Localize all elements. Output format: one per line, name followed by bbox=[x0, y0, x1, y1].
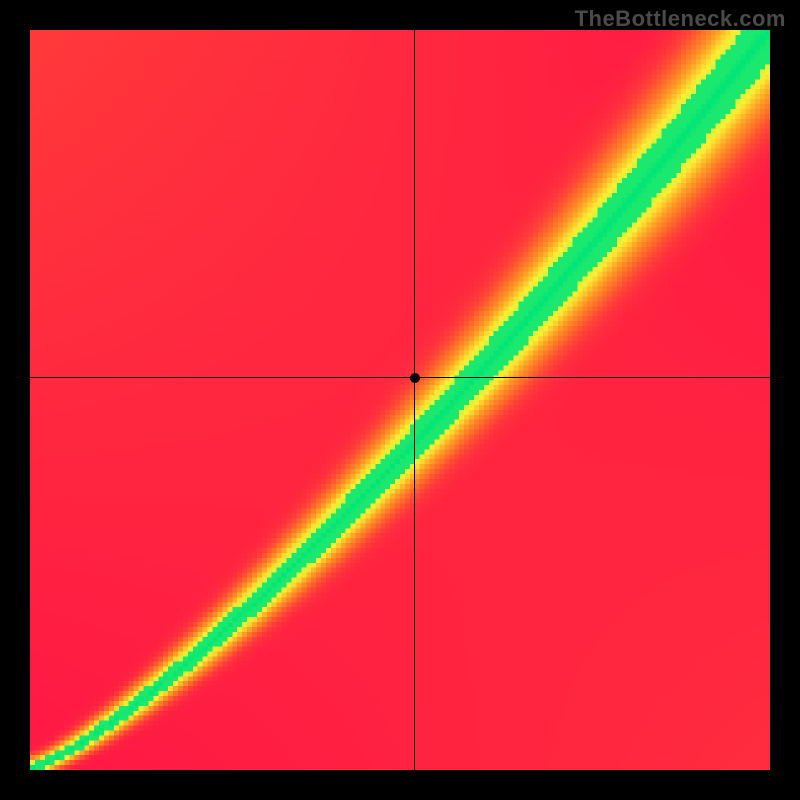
bottleneck-heatmap bbox=[30, 30, 770, 770]
crosshair-vertical bbox=[414, 30, 415, 770]
crosshair-marker-dot bbox=[410, 373, 420, 383]
chart-container: TheBottleneck.com bbox=[0, 0, 800, 800]
watermark-text: TheBottleneck.com bbox=[575, 6, 786, 32]
crosshair-horizontal bbox=[30, 377, 770, 378]
